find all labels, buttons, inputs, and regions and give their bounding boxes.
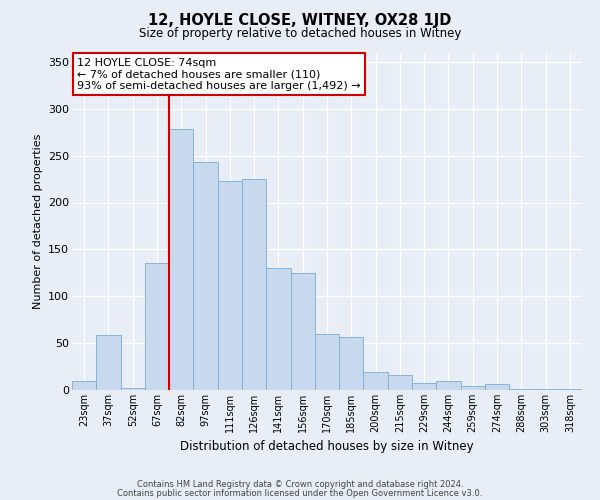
Bar: [290, 273, 315, 390]
Bar: [266, 268, 290, 390]
Y-axis label: Number of detached properties: Number of detached properties: [32, 134, 43, 309]
Text: 12 HOYLE CLOSE: 74sqm
← 7% of detached houses are smaller (110)
93% of semi-deta: 12 HOYLE CLOSE: 74sqm ← 7% of detached h…: [77, 58, 361, 91]
Text: Contains public sector information licensed under the Open Government Licence v3: Contains public sector information licen…: [118, 488, 482, 498]
Bar: [72, 380, 96, 390]
Text: Size of property relative to detached houses in Witney: Size of property relative to detached ho…: [139, 28, 461, 40]
Bar: [169, 130, 193, 390]
Bar: [315, 334, 339, 390]
Bar: [485, 384, 509, 390]
X-axis label: Distribution of detached houses by size in Witney: Distribution of detached houses by size …: [180, 440, 474, 454]
Bar: [461, 386, 485, 390]
Text: Contains HM Land Registry data © Crown copyright and database right 2024.: Contains HM Land Registry data © Crown c…: [137, 480, 463, 489]
Bar: [364, 372, 388, 390]
Bar: [96, 334, 121, 390]
Bar: [242, 179, 266, 390]
Bar: [339, 336, 364, 390]
Bar: [145, 264, 169, 390]
Bar: [509, 389, 533, 390]
Bar: [388, 375, 412, 390]
Bar: [558, 389, 582, 390]
Text: 12, HOYLE CLOSE, WITNEY, OX28 1JD: 12, HOYLE CLOSE, WITNEY, OX28 1JD: [148, 12, 452, 28]
Bar: [412, 384, 436, 390]
Bar: [121, 388, 145, 390]
Bar: [533, 389, 558, 390]
Bar: [193, 162, 218, 390]
Bar: [218, 181, 242, 390]
Bar: [436, 380, 461, 390]
